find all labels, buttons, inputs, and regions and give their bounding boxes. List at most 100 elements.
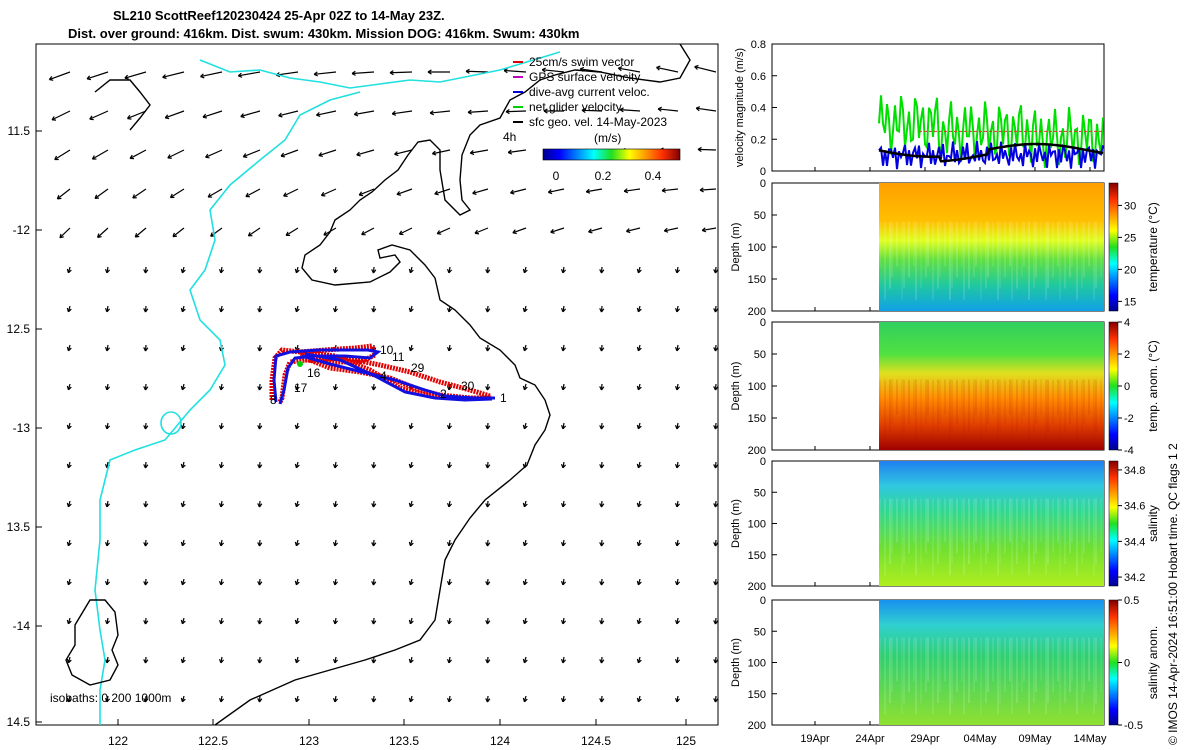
temp-anom-texture-band [1088, 379, 1090, 415]
geo-velocity-arrowhead [599, 464, 605, 469]
dive-avg-current-line [878, 141, 1104, 170]
temp-anom-texture-band [987, 379, 989, 424]
map-xtick-label: 125 [676, 734, 696, 748]
geo-velocity-arrowhead [143, 308, 149, 313]
geo-velocity-arrowhead [474, 229, 480, 235]
temperature-texture-band [949, 221, 951, 300]
isobath-200m [214, 44, 691, 725]
colorbar-gradient [542, 148, 681, 161]
geo-velocity-arrowhead [242, 153, 248, 158]
temp-anom-colorbar-tick-label: -2 [1124, 413, 1134, 425]
geo-velocity-arrowhead [547, 189, 553, 195]
geo-velocity-arrowhead [164, 114, 170, 120]
temperature-texture-band [915, 221, 917, 300]
temperature-texture-band [1095, 221, 1097, 289]
geo-velocity-arrowhead [218, 541, 225, 547]
geo-velocity-arrow [394, 149, 413, 155]
geo-velocity-arrow [165, 110, 185, 119]
geo-velocity-arrowhead [408, 697, 414, 703]
geo-velocity-arrow [283, 188, 299, 197]
geo-velocity-arrowhead [66, 502, 72, 508]
geo-velocity-arrowhead [637, 737, 641, 741]
salinity-texture-band [1023, 498, 1025, 543]
geo-velocity-arrow [86, 71, 109, 80]
geo-velocity-arrowhead [485, 464, 491, 469]
salinity-texture-band [997, 498, 999, 576]
salinity-anom-texture-band [961, 637, 963, 682]
geo-velocity-arrowhead [257, 386, 263, 391]
geo-velocity-arrow [172, 227, 185, 238]
geo-velocity-arrowhead [257, 347, 263, 352]
temp-anom-texture-band [1100, 379, 1102, 424]
geo-velocity-arrowhead [599, 503, 605, 508]
temp-anom-texture-band [1028, 379, 1030, 442]
salinity-anom-colorbar [1108, 599, 1119, 726]
geo-velocity-arrowhead [371, 425, 377, 430]
temperature-texture-band [1076, 221, 1078, 300]
geo-velocity-arrowhead [599, 659, 605, 664]
temp-anom-texture-band [913, 379, 915, 415]
salinity-anom-texture-band [1040, 637, 1042, 682]
temperature-texture-band [951, 221, 953, 289]
time-axis-label: 04May [963, 733, 997, 745]
map-xtick-label: 123.5 [389, 734, 419, 748]
temperature-texture-band [987, 221, 989, 278]
geo-velocity-arrowhead [663, 227, 669, 233]
geo-velocity-arrow [335, 735, 336, 741]
geo-velocity-arrowhead [257, 698, 263, 703]
temperature-texture-band [932, 221, 934, 300]
colorbar-title: 4h [503, 130, 516, 144]
geo-velocity-arrowhead [510, 189, 515, 195]
geo-velocity-arrow [49, 71, 71, 81]
track-day-label: 8 [270, 393, 277, 407]
geo-velocity-arrowhead [522, 424, 528, 430]
salinity-texture-band [879, 498, 881, 543]
temp-anom-texture-band [980, 379, 982, 442]
velocity-ytick-label: 0.6 [751, 71, 766, 83]
salinity-texture-band [903, 498, 905, 565]
geo-velocity-arrowhead [104, 697, 111, 703]
temp-anom-texture-band [951, 379, 953, 433]
geo-velocity-arrowhead [522, 697, 528, 703]
geo-velocity-arrowhead [66, 619, 72, 625]
geo-velocity-arrowhead [599, 269, 605, 274]
temperature-texture-band [992, 221, 994, 267]
geo-velocity-arrowhead [132, 194, 137, 199]
geo-velocity-arrowhead [332, 658, 339, 664]
salinity-anom-texture-band [920, 637, 922, 704]
temp-anom-texture-band [1052, 379, 1054, 424]
salinity-texture-band [1021, 498, 1023, 554]
map-xtick-label: 123 [299, 734, 319, 748]
salinity-anom-texture-band [1016, 637, 1018, 704]
geo-velocity-arrowhead [674, 502, 681, 508]
geo-velocity-arrowhead [313, 71, 318, 77]
geo-velocity-arrow [618, 67, 641, 73]
salinity-anom-texture-band [1057, 637, 1059, 682]
salinity-texture-band [1035, 498, 1037, 554]
geo-velocity-arrowhead [446, 541, 453, 547]
temperature-texture-band [963, 221, 965, 300]
geo-velocity-arrowhead [218, 580, 225, 586]
temp-anom-texture-band [992, 379, 994, 415]
salinity-texture-band [1004, 498, 1006, 554]
geo-velocity-arrowhead [522, 346, 528, 352]
track-day-label: 11 [392, 350, 405, 364]
geo-velocity-arrowhead [257, 581, 263, 586]
geo-velocity-arrowhead [257, 425, 263, 430]
temperature-ytick-label: 0 [760, 178, 766, 190]
temp-anom-colorbar-tick-label: -4 [1124, 445, 1134, 457]
geo-velocity-arrow [245, 188, 261, 198]
colorbar-tick-label: 0 [553, 169, 560, 183]
salinity-anom-texture-band [1100, 637, 1102, 693]
geo-velocity-arrowhead [396, 190, 402, 196]
geo-velocity-arrowhead [636, 346, 642, 352]
geo-velocity-arrowhead [104, 268, 111, 274]
geo-velocity-arrow [280, 149, 299, 157]
geo-velocity-arrowhead [408, 307, 414, 313]
geo-velocity-arrow [92, 149, 109, 160]
velocity-panel: 0 0.2 0.4 0.6 0.8 velocity magnitude (m/s) [734, 39, 1105, 178]
temp-anom-texture-band [1045, 379, 1047, 442]
salinity-anom-texture-band [1035, 637, 1037, 693]
geo-velocity-arrowhead [713, 464, 718, 469]
geo-velocity-arrowhead [66, 463, 72, 469]
